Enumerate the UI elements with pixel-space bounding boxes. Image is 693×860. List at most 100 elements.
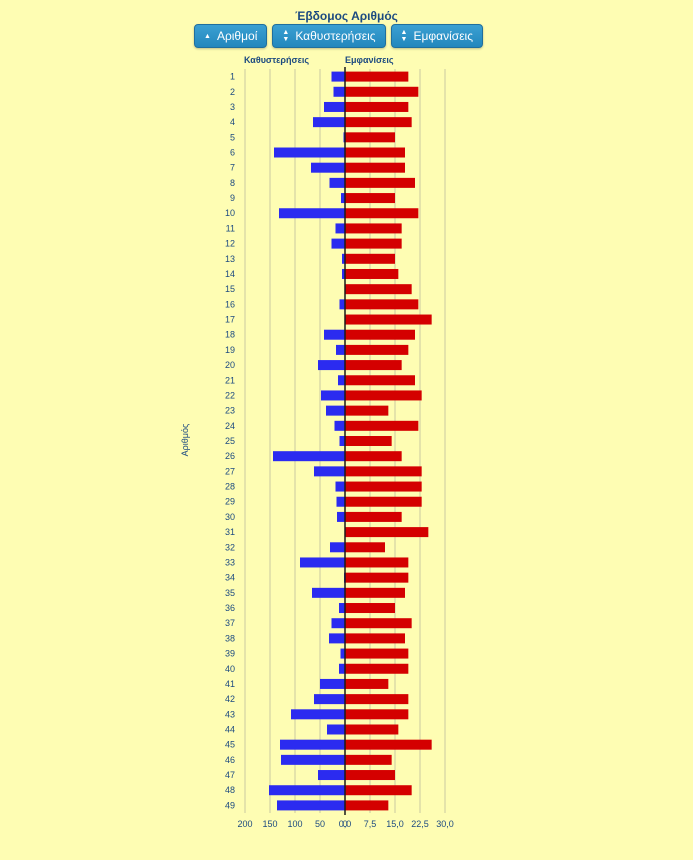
delay-bar[interactable]: [342, 253, 345, 264]
sort-by-number-button[interactable]: ▲ Αριθμοί: [194, 24, 268, 48]
delay-bar[interactable]: [274, 147, 345, 158]
sort-by-appearances-button[interactable]: ▲ ▼ Εμφανίσεις: [390, 24, 483, 48]
appearance-bar[interactable]: [345, 162, 405, 173]
appearance-bar[interactable]: [345, 117, 412, 128]
delay-bar[interactable]: [329, 633, 345, 644]
appearance-bar[interactable]: [345, 785, 412, 796]
delay-bar[interactable]: [279, 208, 345, 219]
category-label: 10: [225, 208, 235, 218]
delay-bar[interactable]: [341, 193, 345, 204]
delay-bar[interactable]: [326, 405, 345, 416]
appearance-bar[interactable]: [345, 405, 389, 416]
delay-bar[interactable]: [291, 709, 345, 720]
appearance-bar[interactable]: [345, 71, 409, 82]
delay-bar[interactable]: [320, 678, 345, 689]
appearance-bar[interactable]: [345, 284, 412, 295]
appearance-bar[interactable]: [345, 800, 389, 811]
appearance-bar[interactable]: [345, 527, 429, 538]
appearance-bar[interactable]: [345, 238, 402, 249]
appearance-bar[interactable]: [345, 724, 399, 735]
appearance-bar[interactable]: [345, 390, 422, 401]
appearance-bar[interactable]: [345, 177, 415, 188]
appearance-bar[interactable]: [345, 663, 409, 674]
delay-bar[interactable]: [338, 375, 345, 386]
appearance-bar[interactable]: [345, 770, 395, 781]
appearance-bar[interactable]: [345, 618, 412, 629]
delay-bar[interactable]: [335, 481, 346, 492]
delay-bar[interactable]: [339, 299, 346, 310]
delay-bar[interactable]: [329, 177, 346, 188]
delay-bar[interactable]: [277, 800, 345, 811]
delay-bar[interactable]: [281, 754, 345, 765]
delay-bar[interactable]: [340, 648, 346, 659]
sort-by-delays-button[interactable]: ▲ ▼ Καθυστερήσεις: [272, 24, 386, 48]
delay-bar[interactable]: [334, 420, 346, 431]
category-label: 4: [230, 117, 235, 127]
appearance-bar[interactable]: [345, 557, 409, 568]
appearance-bar[interactable]: [345, 572, 409, 583]
appearance-bar[interactable]: [345, 132, 395, 143]
delay-bar[interactable]: [331, 71, 346, 82]
appearance-bar[interactable]: [345, 193, 395, 204]
appearance-bar[interactable]: [345, 754, 392, 765]
delay-bar[interactable]: [273, 451, 345, 462]
delay-bar[interactable]: [331, 238, 346, 249]
appearance-bar[interactable]: [345, 542, 385, 553]
delay-bar[interactable]: [336, 496, 346, 507]
delay-bar[interactable]: [339, 663, 345, 674]
delay-bar[interactable]: [313, 117, 345, 128]
delay-bar[interactable]: [339, 436, 346, 446]
appearance-bar[interactable]: [345, 329, 415, 340]
delay-bar[interactable]: [314, 694, 345, 705]
delay-bar[interactable]: [311, 162, 345, 173]
appearance-bar[interactable]: [345, 648, 409, 659]
appearance-bar[interactable]: [345, 360, 402, 371]
appearance-bar[interactable]: [345, 253, 395, 264]
delay-bar[interactable]: [337, 511, 345, 522]
delay-bar[interactable]: [318, 360, 345, 371]
appearance-bar[interactable]: [345, 678, 389, 689]
appearance-bar[interactable]: [345, 633, 405, 644]
delay-bar[interactable]: [324, 101, 345, 112]
appearance-bar[interactable]: [345, 375, 415, 386]
appearance-bar[interactable]: [345, 86, 419, 97]
appearance-bar[interactable]: [345, 739, 432, 750]
appearance-bar[interactable]: [345, 481, 422, 492]
appearance-bar[interactable]: [345, 101, 409, 112]
appearance-bar[interactable]: [345, 344, 409, 355]
appearance-bar[interactable]: [345, 603, 395, 614]
delay-bar[interactable]: [312, 587, 345, 598]
delay-bar[interactable]: [330, 542, 345, 553]
delay-bar[interactable]: [300, 557, 345, 568]
appearance-bar[interactable]: [345, 223, 402, 234]
appearance-bar[interactable]: [345, 694, 409, 705]
category-label: 8: [230, 178, 235, 188]
appearance-bar[interactable]: [345, 436, 392, 446]
appearance-bar[interactable]: [345, 496, 422, 507]
delay-bar[interactable]: [339, 603, 345, 614]
appearance-bar[interactable]: [345, 147, 405, 158]
delay-bar[interactable]: [342, 268, 345, 279]
delay-bar[interactable]: [333, 86, 346, 97]
appearance-bar[interactable]: [345, 208, 419, 219]
delay-bar[interactable]: [314, 466, 345, 477]
delay-bar[interactable]: [318, 770, 345, 781]
appearance-bar[interactable]: [345, 268, 399, 279]
appearance-bar[interactable]: [345, 420, 419, 431]
appearance-bar[interactable]: [345, 511, 402, 522]
appearance-bar[interactable]: [345, 466, 422, 477]
appearance-bar[interactable]: [345, 451, 402, 462]
appearance-bar[interactable]: [345, 709, 409, 720]
category-label: 35: [225, 588, 235, 598]
delay-bar[interactable]: [269, 785, 345, 796]
appearance-bar[interactable]: [345, 587, 405, 598]
delay-bar[interactable]: [336, 344, 345, 355]
delay-bar[interactable]: [335, 223, 346, 234]
appearance-bar[interactable]: [345, 314, 432, 325]
appearance-bar[interactable]: [345, 299, 419, 310]
delay-bar[interactable]: [280, 739, 345, 750]
delay-bar[interactable]: [327, 724, 345, 735]
delay-bar[interactable]: [324, 329, 345, 340]
delay-bar[interactable]: [331, 618, 346, 629]
delay-bar[interactable]: [321, 390, 345, 401]
